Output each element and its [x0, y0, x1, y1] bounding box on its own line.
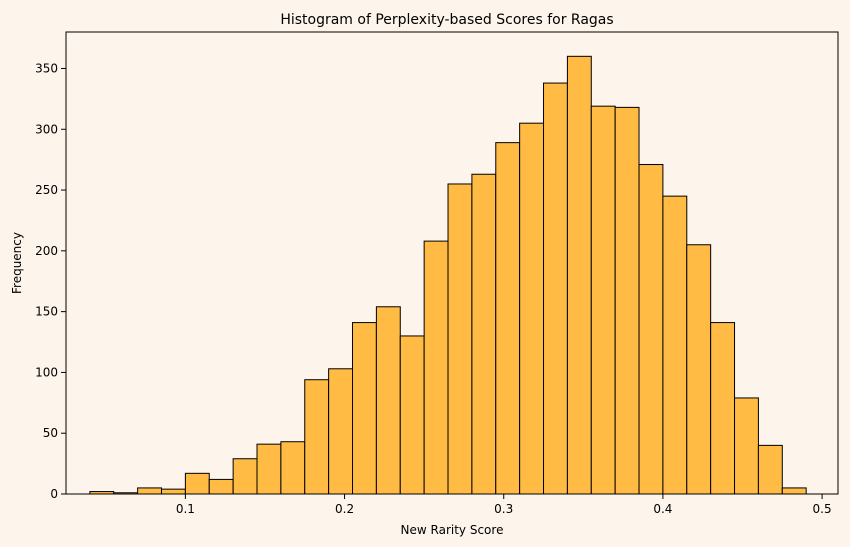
- histogram-bar: [662, 195, 688, 495]
- y-tick-label: 150: [35, 305, 58, 319]
- histogram-bar: [543, 82, 568, 495]
- x-tick-label: 0.2: [335, 502, 354, 516]
- histogram-bar: [471, 173, 497, 495]
- histogram-bar: [423, 240, 449, 495]
- y-tick-label: 300: [35, 122, 58, 136]
- histogram-bar: [208, 478, 234, 495]
- histogram-bar: [232, 458, 258, 495]
- histogram-bar: [614, 106, 640, 495]
- histogram-bar: [447, 183, 473, 495]
- histogram-bar: [686, 244, 712, 495]
- histogram-bar: [495, 142, 521, 495]
- y-tick-label: 250: [35, 183, 58, 197]
- histogram-bar: [781, 487, 807, 495]
- histogram-bar: [256, 443, 282, 495]
- plot-frame: [65, 31, 839, 495]
- histogram-bar: [590, 105, 616, 495]
- histogram-bar: [352, 322, 377, 495]
- x-axis-label: New Rarity Score: [401, 523, 504, 537]
- y-axis-label: Frequency: [10, 232, 24, 294]
- histogram-bar: [184, 472, 210, 495]
- histogram-bar: [375, 306, 401, 495]
- x-axis-ticks: 0.1 0.2 0.3 0.4 0.5: [176, 494, 832, 516]
- x-tick-label: 0.3: [494, 502, 513, 516]
- histogram-bar: [710, 322, 736, 495]
- y-tick-label: 200: [35, 244, 58, 258]
- bars-group: [89, 55, 807, 495]
- x-tick-label: 0.1: [176, 502, 195, 516]
- x-tick-label: 0.4: [653, 502, 672, 516]
- histogram-bar: [161, 488, 186, 495]
- y-axis-ticks: 0 50 100 150 200 250 300 350: [35, 61, 66, 501]
- y-tick-label: 0: [50, 487, 58, 501]
- histogram-bar: [399, 335, 425, 495]
- histogram-bar: [519, 122, 545, 495]
- histogram-bar: [304, 379, 330, 495]
- histogram-bar: [280, 441, 306, 495]
- histogram-bar: [734, 397, 759, 495]
- histogram-bar: [566, 55, 592, 495]
- y-tick-label: 350: [35, 61, 58, 75]
- y-tick-label: 100: [35, 365, 58, 379]
- histogram-bar: [638, 164, 664, 495]
- chart-title: Histogram of Perplexity-based Scores for…: [280, 12, 613, 28]
- histogram-bar: [328, 368, 354, 495]
- y-tick-label: 50: [43, 426, 58, 440]
- x-tick-label: 0.5: [813, 502, 832, 516]
- histogram-bar: [137, 487, 163, 495]
- histogram-bar: [757, 444, 783, 495]
